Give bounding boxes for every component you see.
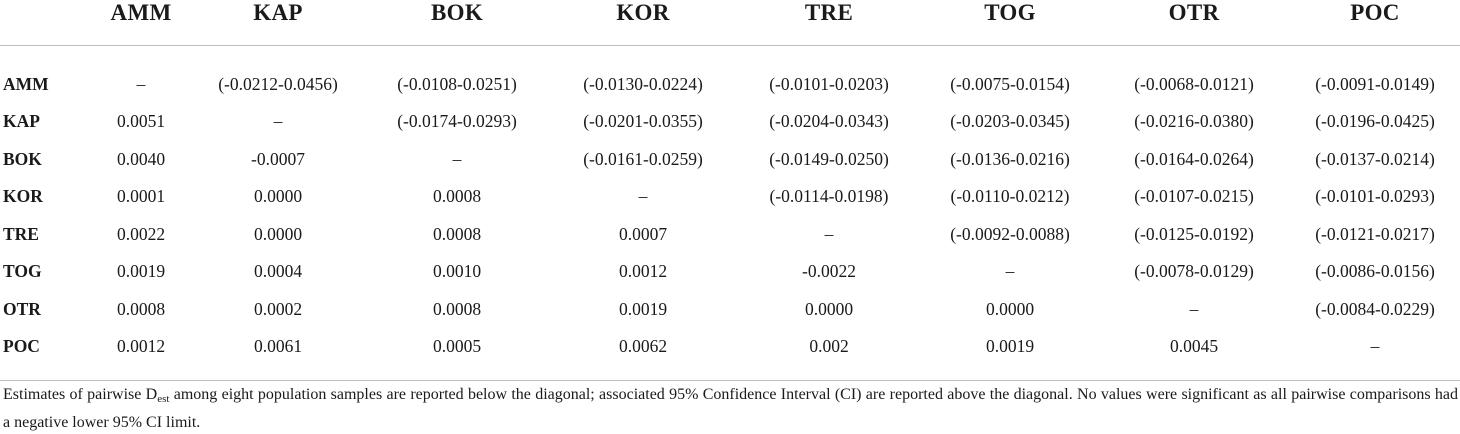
table-cell: 0.0005 xyxy=(432,336,482,357)
table-row-tre: TRE 0.0022 0.0000 0.0008 0.0007 – (-0.0092-0.0… xyxy=(0,216,1460,254)
row-header-poc: POC xyxy=(3,336,40,357)
table-row-otr: OTR 0.0008 0.0002 0.0008 0.0019 0.0000 0.0000 –… xyxy=(0,291,1460,329)
column-header-poc: POC xyxy=(1350,0,1400,25)
table-cell: (-0.0068-0.0121) xyxy=(1134,74,1254,94)
table-cell: 0.0008 xyxy=(432,223,482,244)
table-cell: (-0.0204-0.0343) xyxy=(769,111,889,132)
table-cell: – xyxy=(1189,298,1199,319)
table-cell: 0.0019 xyxy=(618,298,668,319)
table-cell: (-0.0107-0.0215) xyxy=(1134,186,1254,207)
table-cell: (-0.0092-0.0088) xyxy=(950,223,1070,244)
table-cell: 0.0000 xyxy=(253,223,303,244)
table-cell: (-0.0201-0.0355) xyxy=(583,111,703,132)
table-cell: (-0.0114-0.0198) xyxy=(769,186,889,207)
table-cell: (-0.0196-0.0425) xyxy=(1315,111,1435,132)
table-cell: (-0.0130-0.0224) xyxy=(583,74,703,94)
table-cell: 0.0008 xyxy=(432,186,482,207)
table-cell: 0.0008 xyxy=(116,298,166,319)
table-cell: – xyxy=(452,148,462,169)
caption-text-end: among eight population samples are repor… xyxy=(3,386,1459,431)
table-cell: – xyxy=(638,186,648,207)
table-cell: (-0.0203-0.0345) xyxy=(950,111,1070,132)
column-header-amm: AMM xyxy=(110,0,172,25)
table-cell: (-0.0125-0.0192) xyxy=(1134,223,1254,244)
table-row-kap: KAP 0.0051 – (-0.0174-0.0293) (-0.0201-0.035… xyxy=(0,103,1460,141)
table-cell: (-0.0108-0.0251) xyxy=(397,74,517,94)
caption-subscript: est xyxy=(157,393,170,405)
table-cell: 0.0051 xyxy=(116,111,166,132)
table-header: AMM KAP BOK KOR TRE TOG OTR POC xyxy=(0,0,1460,46)
table-cell: (-0.0161-0.0259) xyxy=(583,148,703,169)
table-cell: (-0.0091-0.0149) xyxy=(1315,74,1435,94)
table-cell: (-0.0174-0.0293) xyxy=(397,111,517,132)
table-cell: (-0.0212-0.0456) xyxy=(218,74,338,94)
table-cell: 0.0007 xyxy=(618,223,668,244)
pairwise-dest-table: AMM KAP BOK KOR TRE TOG OTR POC AMM – (-0.0212-0.… xyxy=(0,0,1460,380)
table-cell: 0.0002 xyxy=(253,298,303,319)
table-cell: 0.0012 xyxy=(116,336,166,357)
table-cell: 0.0012 xyxy=(618,261,668,282)
table-row-amm: AMM – (-0.0212-0.0456) (-0.0108-0.0251) (-0.… xyxy=(0,46,1460,104)
row-header-kor: KOR xyxy=(3,186,43,207)
table-cell: 0.0000 xyxy=(985,298,1035,319)
table-cell: 0.0019 xyxy=(985,336,1035,357)
table-cell: -0.0022 xyxy=(802,261,856,282)
table-cell: (-0.0101-0.0203) xyxy=(769,74,889,94)
column-header-tre: TRE xyxy=(804,0,854,25)
table-cell: – xyxy=(824,223,834,244)
table-cell: (-0.0084-0.0229) xyxy=(1315,298,1435,319)
row-header-otr: OTR xyxy=(3,298,41,319)
table-cell: 0.0001 xyxy=(116,186,166,207)
row-header-amm: AMM xyxy=(3,74,49,94)
table-cell: (-0.0075-0.0154) xyxy=(950,74,1070,94)
table-cell: (-0.0101-0.0293) xyxy=(1315,186,1435,207)
row-header-tre: TRE xyxy=(3,223,39,244)
table-cell: 0.0062 xyxy=(618,336,668,357)
table-body: AMM – (-0.0212-0.0456) (-0.0108-0.0251) (-0.… xyxy=(0,46,1460,380)
corner-cell xyxy=(0,0,90,46)
table-row-tog: TOG 0.0019 0.0004 0.0010 0.0012 -0.0022 – (-0.0… xyxy=(0,253,1460,291)
table-cell: 0.0019 xyxy=(116,261,166,282)
column-header-bok: BOK xyxy=(430,0,484,25)
table-row-poc: POC 0.0012 0.0061 0.0005 0.0062 0.002 0.0019 0.… xyxy=(0,328,1460,380)
table-cell: 0.0004 xyxy=(253,261,303,282)
caption-text-start: Estimates of pairwise D xyxy=(3,386,158,403)
table-row-kor: KOR 0.0001 0.0000 0.0008 – (-0.0114-0.0198) (-… xyxy=(0,178,1460,216)
row-header-bok: BOK xyxy=(3,148,42,169)
table-cell: (-0.0121-0.0217) xyxy=(1315,223,1435,244)
table-row-bok: BOK 0.0040 -0.0007 – (-0.0161-0.0259) (-0.014… xyxy=(0,141,1460,179)
table-cell: – xyxy=(1370,336,1380,357)
table-cell: 0.0045 xyxy=(1169,336,1219,357)
table-cell: (-0.0086-0.0156) xyxy=(1315,261,1435,282)
table-cell: 0.0040 xyxy=(116,148,166,169)
table-cell: 0.0061 xyxy=(253,336,303,357)
table-cell: 0.0010 xyxy=(432,261,482,282)
column-header-otr: OTR xyxy=(1168,0,1220,25)
table-cell: 0.0008 xyxy=(432,298,482,319)
table-cell: – xyxy=(1005,261,1015,282)
table-cell: (-0.0078-0.0129) xyxy=(1134,261,1254,282)
header-row: AMM KAP BOK KOR TRE TOG OTR POC xyxy=(0,0,1460,46)
table-cell: (-0.0136-0.0216) xyxy=(950,148,1070,169)
column-header-tog: TOG xyxy=(984,0,1036,25)
table-cell: (-0.0137-0.0214) xyxy=(1315,148,1435,169)
table-caption: Estimates of pairwise Dest among eight p… xyxy=(3,383,1458,434)
column-header-kor: KOR xyxy=(616,0,670,25)
table-cell: 0.002 xyxy=(809,336,849,357)
table-cell: 0.0000 xyxy=(253,186,303,207)
table-cell: (-0.0149-0.0250) xyxy=(769,148,889,169)
column-header-kap: KAP xyxy=(253,0,303,25)
table-cell: – xyxy=(136,74,146,94)
table-cell: 0.0000 xyxy=(804,298,854,319)
table-cell: -0.0007 xyxy=(251,148,305,169)
row-header-tog: TOG xyxy=(3,261,42,282)
table-cell: 0.0022 xyxy=(116,223,166,244)
table-cell: – xyxy=(273,111,283,132)
table-cell: (-0.0216-0.0380) xyxy=(1134,111,1254,132)
row-header-kap: KAP xyxy=(3,111,40,132)
table-cell: (-0.0110-0.0212) xyxy=(950,186,1070,207)
table-cell: (-0.0164-0.0264) xyxy=(1134,148,1254,169)
